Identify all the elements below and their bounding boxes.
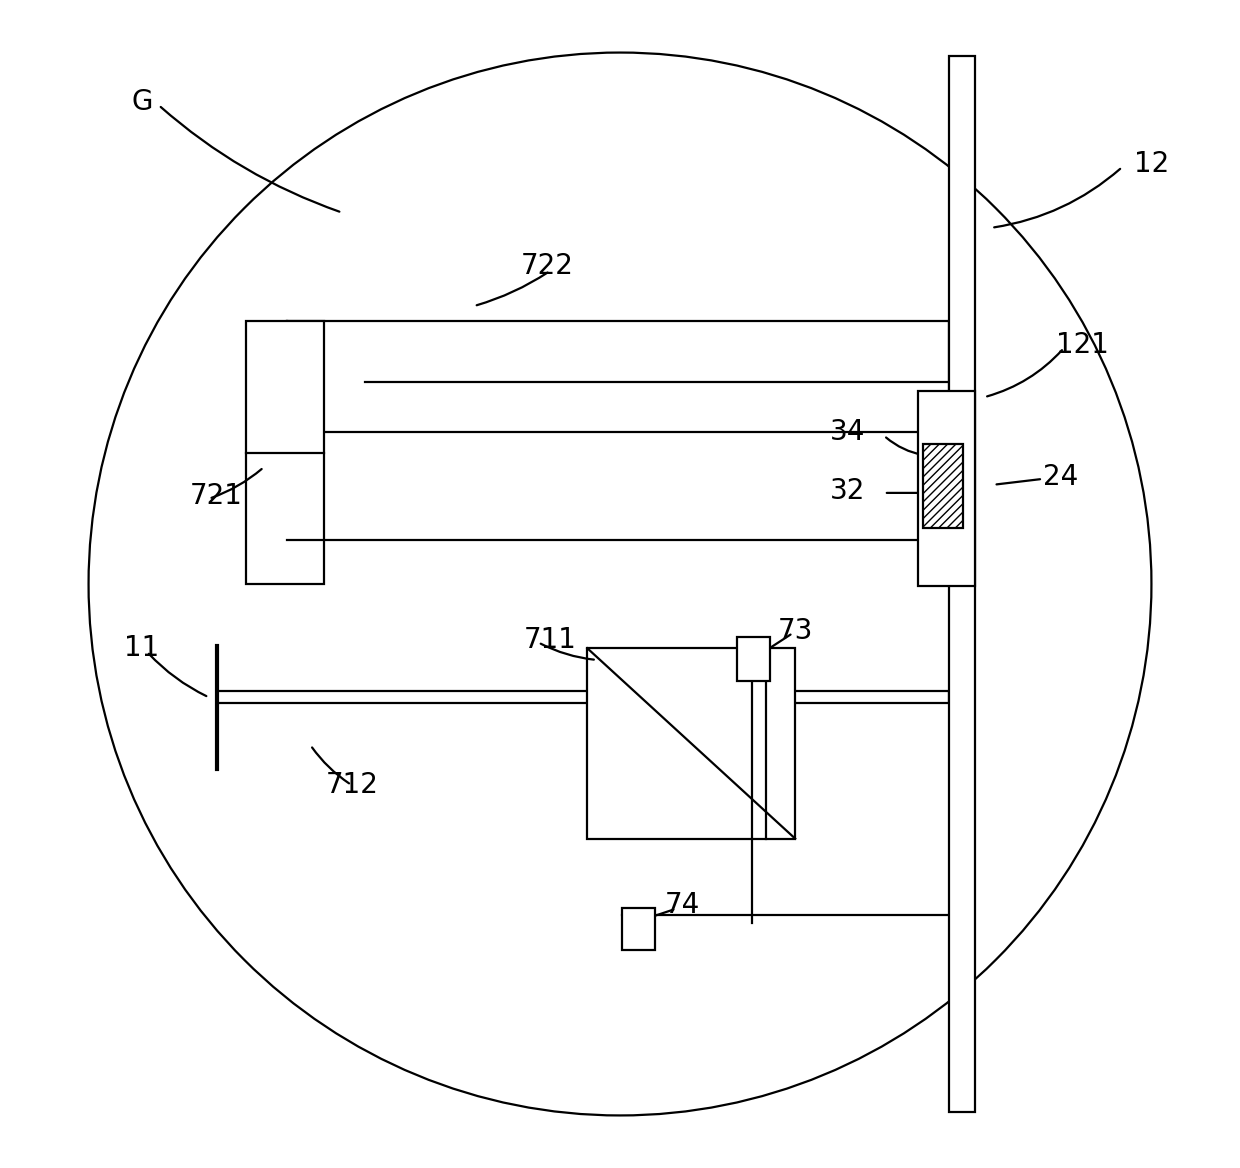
- Text: 24: 24: [1043, 463, 1078, 491]
- Text: 34: 34: [831, 418, 866, 446]
- Bar: [737, 637, 770, 681]
- Text: 722: 722: [521, 252, 574, 280]
- Bar: [950, 56, 975, 1112]
- Text: G: G: [131, 88, 154, 116]
- Text: 711: 711: [525, 626, 577, 654]
- Text: 712: 712: [326, 771, 378, 799]
- Text: 11: 11: [124, 634, 159, 662]
- Bar: [588, 648, 795, 839]
- Bar: [918, 391, 975, 586]
- Text: 721: 721: [190, 482, 243, 510]
- Bar: [247, 321, 325, 584]
- Bar: [622, 908, 655, 950]
- Text: 32: 32: [831, 477, 866, 505]
- Text: 12: 12: [1133, 150, 1169, 178]
- Text: 73: 73: [777, 617, 813, 645]
- Text: 74: 74: [665, 891, 699, 919]
- Bar: [217, 691, 950, 703]
- Bar: [923, 444, 963, 528]
- Text: 121: 121: [1055, 331, 1109, 359]
